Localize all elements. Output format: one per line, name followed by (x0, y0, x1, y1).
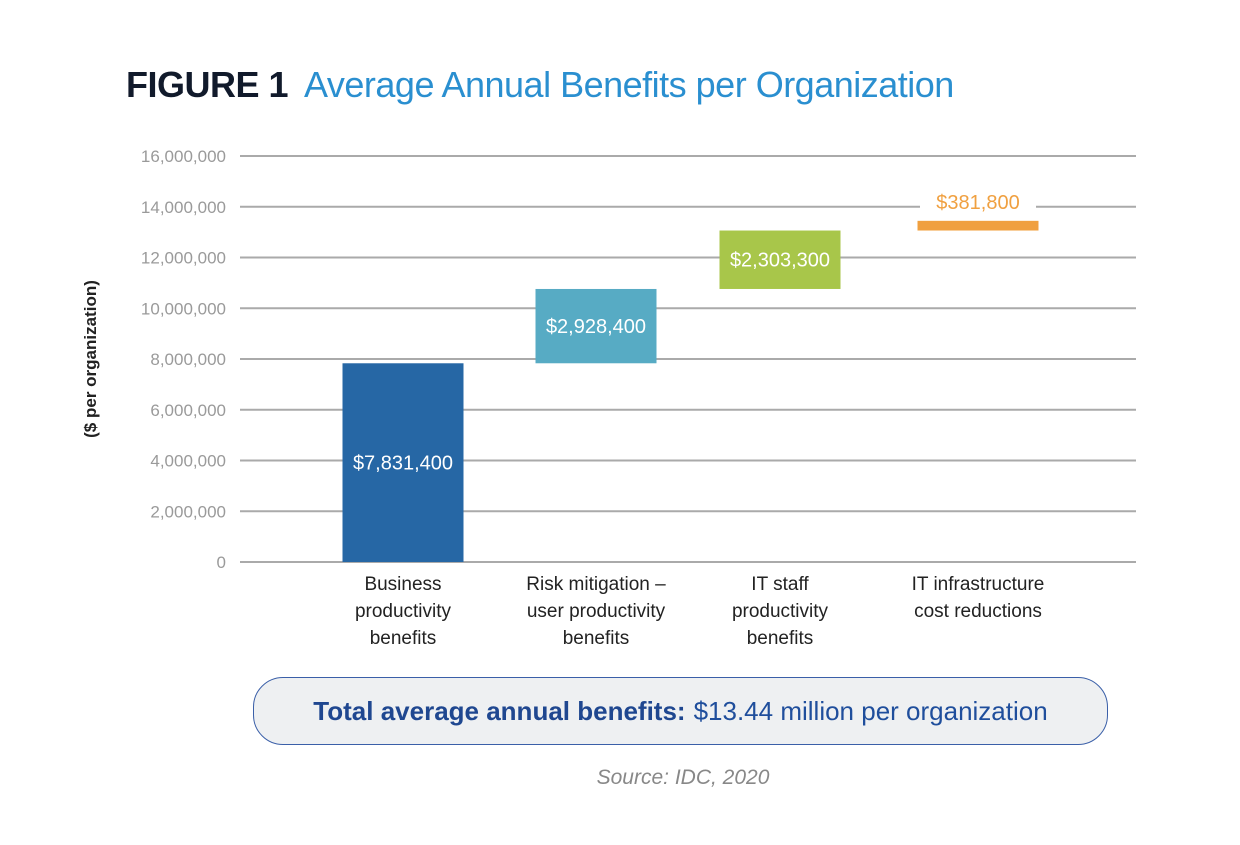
y-tick-label: 12,000,000 (141, 249, 226, 268)
category-label: benefits (563, 628, 630, 649)
total-label: Total average annual benefits: (313, 695, 686, 726)
source-note: Source: IDC, 2020 (596, 766, 770, 789)
bar (719, 230, 841, 289)
category-label: cost reductions (914, 601, 1042, 622)
category-label: productivity (732, 601, 829, 622)
y-tick-label: 2,000,000 (150, 502, 226, 521)
category-label: IT staff (751, 574, 809, 595)
category-label: IT infrastructure (912, 574, 1045, 595)
total-value: $13.44 million per organization (693, 695, 1048, 726)
total-benefits-box: Total average annual benefits: $13.44 mil… (253, 677, 1108, 745)
bar (342, 363, 464, 562)
y-tick-label: 0 (217, 553, 226, 572)
data-label-bg (920, 187, 1036, 216)
y-tick-label: 8,000,000 (150, 350, 226, 369)
data-label: $2,303,300 (730, 250, 830, 272)
y-tick-label: 14,000,000 (141, 198, 226, 217)
category-label: user productivity (527, 601, 666, 622)
category-label: benefits (747, 628, 814, 649)
data-label: $381,800 (936, 192, 1019, 214)
data-label: $2,928,400 (546, 316, 646, 338)
category-label: benefits (370, 628, 437, 649)
figure-label: FIGURE 1 (126, 64, 289, 105)
bar (535, 288, 657, 364)
y-axis-label: ($ per organization) (81, 280, 100, 438)
y-tick-label: 16,000,000 (141, 147, 226, 166)
y-tick-label: 10,000,000 (141, 299, 226, 318)
category-label: Risk mitigation – (526, 574, 666, 595)
y-tick-label: 6,000,000 (150, 401, 226, 420)
category-label: productivity (355, 601, 452, 622)
chart-title: FIGURE 1 Average Annual Benefits per Orga… (126, 64, 954, 106)
bar (917, 220, 1039, 231)
category-label: Business (364, 574, 441, 595)
chart-subtitle: Average Annual Benefits per Organization (304, 64, 954, 105)
data-label: $7,831,400 (353, 453, 453, 475)
y-tick-label: 4,000,000 (150, 452, 226, 471)
